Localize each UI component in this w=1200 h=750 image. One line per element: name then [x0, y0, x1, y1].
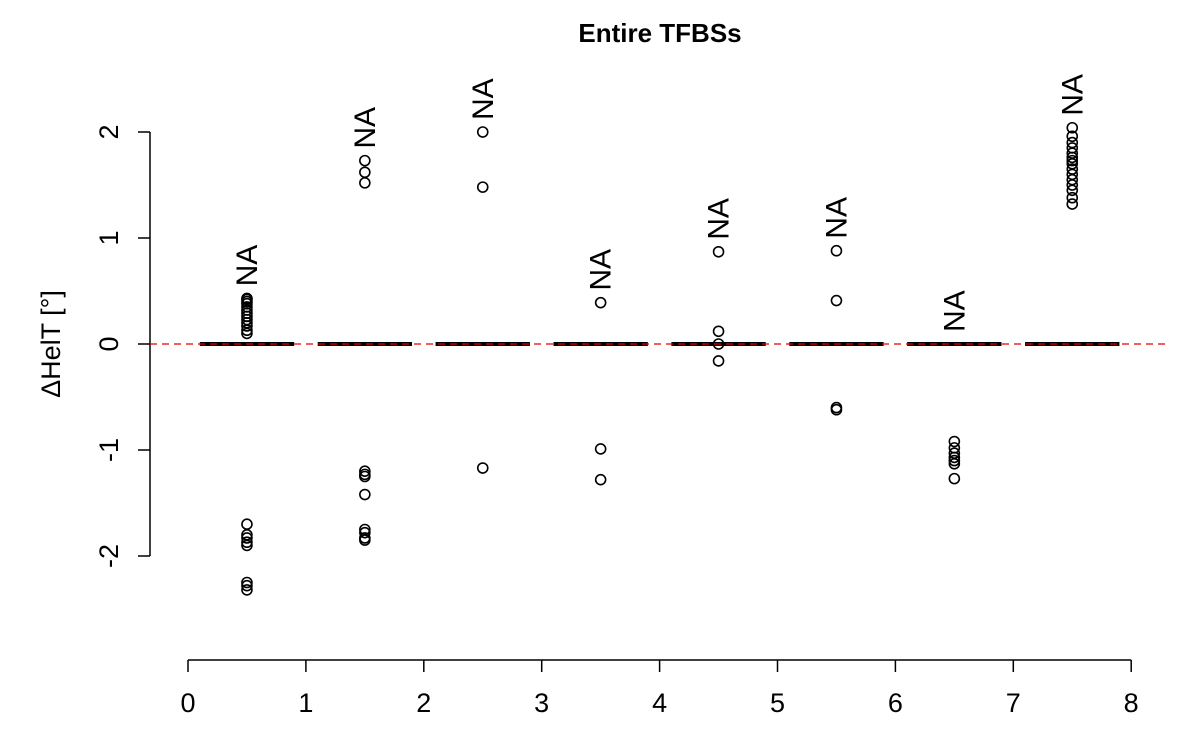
na-label: NA [585, 249, 618, 291]
x-tick-label: 7 [1006, 688, 1021, 718]
outlier-point [830, 294, 843, 307]
outlier-point [1066, 198, 1079, 210]
outlier-point [359, 154, 371, 167]
outlier-point [359, 166, 371, 179]
outlier-point [241, 576, 253, 589]
y-tick-label: 1 [94, 230, 124, 245]
outlier-point [476, 126, 489, 138]
x-tick-label: 8 [1124, 688, 1139, 718]
outlier-point [830, 244, 843, 257]
outlier-point [1066, 136, 1079, 149]
outlier-point [241, 518, 253, 531]
outlier-point [241, 579, 253, 592]
outlier-point [594, 473, 607, 486]
chart-title: Entire TFBSs [578, 18, 741, 48]
outlier-point [712, 245, 725, 258]
outlier-point [359, 470, 371, 483]
outlier-point [241, 536, 253, 549]
outlier-point [476, 462, 489, 474]
outlier-point [1066, 163, 1079, 175]
outlier-point [1066, 121, 1079, 134]
na-label: NA [349, 107, 382, 149]
x-tick-label: 4 [652, 688, 667, 718]
x-tick-label: 1 [298, 688, 313, 718]
outlier-point [948, 454, 961, 467]
na-label: NA [938, 290, 971, 332]
na-label: NA [231, 245, 264, 287]
x-tick-label: 2 [416, 688, 431, 718]
na-label: NA [820, 197, 853, 239]
outlier-point [948, 472, 961, 485]
outlier-point [1066, 191, 1079, 204]
outlier-point [1066, 142, 1079, 154]
outlier-point [241, 584, 253, 596]
y-tick-label: 2 [94, 124, 124, 139]
outlier-point [948, 435, 961, 448]
x-tick-label: 5 [770, 688, 785, 718]
outlier-point [476, 181, 489, 193]
outlier-point [948, 457, 961, 470]
outlier-point [359, 526, 371, 539]
outlier-point [359, 177, 371, 189]
outlier-point [241, 292, 253, 305]
outlier-point [594, 296, 607, 309]
outlier-point [712, 338, 725, 350]
outlier-point [594, 443, 607, 455]
outlier-point [241, 539, 253, 552]
x-tick-label: 3 [534, 688, 549, 718]
outlier-point [1066, 130, 1079, 143]
outlier-point [948, 451, 961, 464]
outlier-point [712, 325, 725, 338]
outlier-point [830, 403, 843, 416]
y-tick-label: -2 [94, 544, 124, 568]
outlier-point [359, 488, 371, 501]
outlier-point [359, 465, 371, 478]
na-label: NA [1056, 74, 1089, 116]
x-tick-label: 6 [888, 688, 903, 718]
outlier-point [359, 534, 371, 546]
outlier-point [241, 532, 253, 544]
y-tick-label: -1 [94, 438, 124, 462]
y-tick-label: 0 [94, 336, 124, 351]
x-tick-label: 0 [180, 688, 195, 718]
na-label: NA [467, 78, 500, 120]
outlier-point [1066, 154, 1079, 167]
outlier-point [712, 355, 725, 367]
na-label: NA [703, 198, 736, 240]
y-axis-label: ΔHelT [°] [36, 290, 66, 398]
outlier-point [241, 301, 253, 313]
